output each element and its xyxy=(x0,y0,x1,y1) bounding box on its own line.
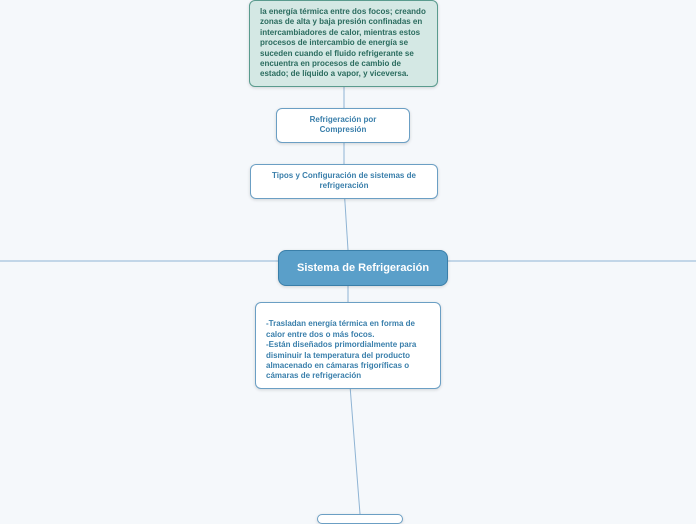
node-central-text: Sistema de Refrigeración xyxy=(297,262,429,274)
node-compresion-text: Refrigeración por Compresión xyxy=(310,115,377,134)
node-top-info-text: la energía térmica entre dos focos; crea… xyxy=(260,7,426,78)
node-central[interactable]: Sistema de Refrigeración xyxy=(278,250,448,286)
node-tipos-text: Tipos y Configuración de sistemas de ref… xyxy=(272,171,416,190)
node-top-info[interactable]: la energía térmica entre dos focos; crea… xyxy=(249,0,438,87)
node-description-text: -Trasladan energía térmica en forma de c… xyxy=(266,319,416,380)
node-compresion[interactable]: Refrigeración por Compresión xyxy=(276,108,410,143)
node-description[interactable]: -Trasladan energía térmica en forma de c… xyxy=(255,302,441,389)
node-bottom-empty[interactable] xyxy=(317,514,403,524)
node-tipos[interactable]: Tipos y Configuración de sistemas de ref… xyxy=(250,164,438,199)
